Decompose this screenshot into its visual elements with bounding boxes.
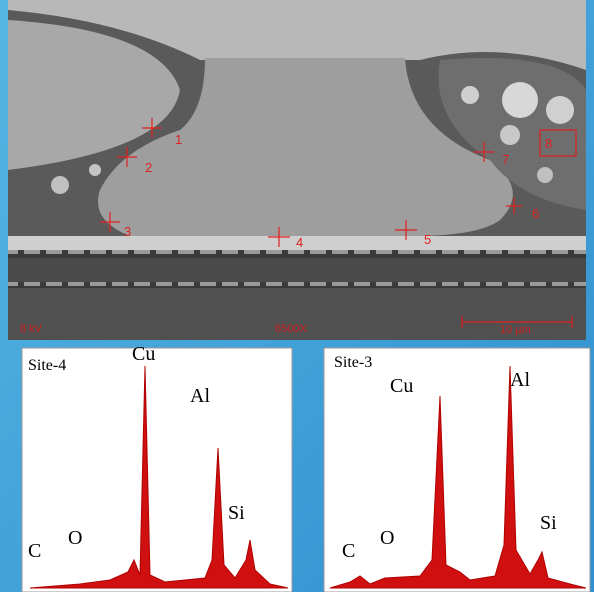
- marker: 2: [145, 160, 152, 175]
- element-label: O: [380, 527, 394, 549]
- marker: 8: [545, 136, 552, 151]
- marker: 3: [124, 224, 131, 239]
- site-label: Site-3: [334, 354, 372, 371]
- element-label: Al: [190, 385, 210, 407]
- element-label: Al: [510, 369, 530, 391]
- spectrum-panel: Site-3 Cu Al Si C O: [324, 348, 590, 592]
- magnification: 6500X: [275, 323, 307, 335]
- marker: 4: [296, 235, 303, 250]
- element-label: Si: [228, 502, 245, 524]
- voltage: 8 kV: [20, 323, 43, 335]
- element-label: O: [68, 527, 82, 549]
- element-label: C: [28, 540, 41, 562]
- marker: 7: [502, 152, 509, 167]
- scale-bar-label: 10 µm: [500, 324, 531, 336]
- element-label: Cu: [390, 375, 413, 397]
- element-label: Cu: [132, 343, 155, 365]
- marker: 6: [532, 206, 539, 221]
- element-label: C: [342, 540, 355, 562]
- element-label: Si: [540, 512, 557, 534]
- spectrum-panel: Site-4 Cu Al Si C O: [22, 343, 292, 592]
- marker: 5: [424, 232, 431, 247]
- sem-image: 1 2 3 4 5 6 7 8 8 kV 6500X 10 µm: [8, 0, 586, 340]
- site-label: Site-4: [28, 357, 66, 374]
- marker: 1: [175, 132, 182, 147]
- slide: 1 2 3 4 5 6 7 8 8 kV 6500X 10 µm Site-4 …: [0, 0, 594, 592]
